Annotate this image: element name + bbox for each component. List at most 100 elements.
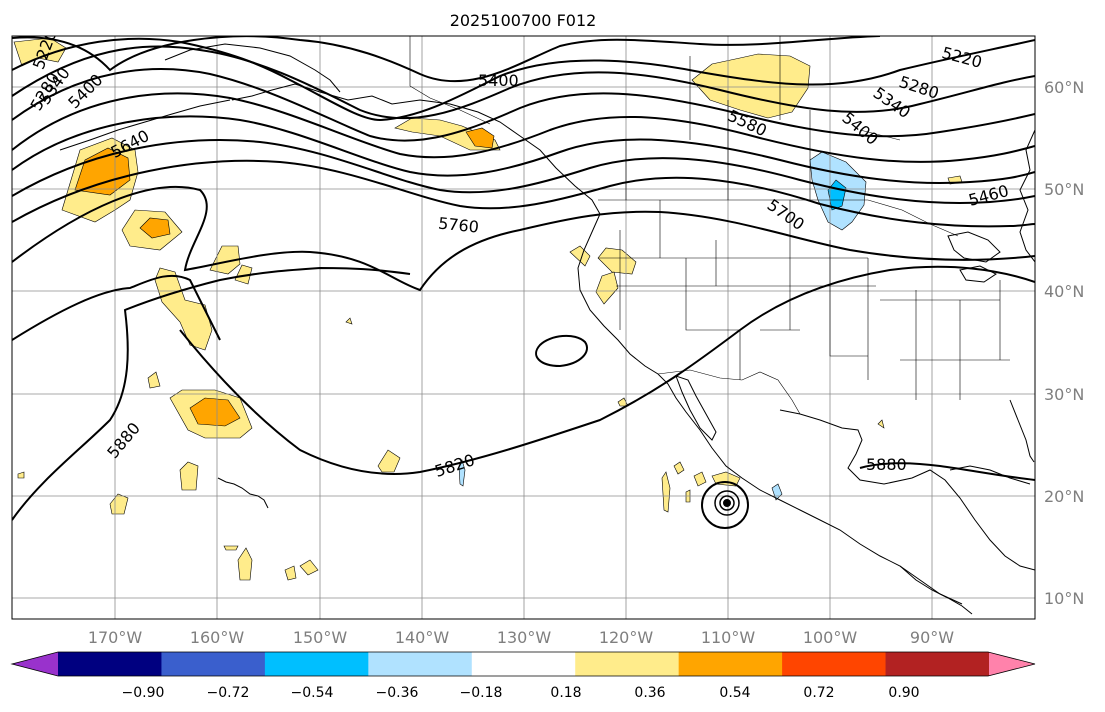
lat-label: 50°N [1044,180,1084,199]
contour-line [12,115,1035,184]
colorbar-tick: 0.18 [550,685,581,701]
colorbar-tick: −0.54 [291,685,334,701]
lon-label: 140°W [395,628,450,647]
longitude-labels: 170°W 160°W 150°W 140°W 130°W 120°W 110°… [88,628,954,647]
contour-line [12,92,1035,163]
central-america [899,565,973,615]
lat-label: 20°N [1044,487,1084,506]
shade-region [154,267,213,351]
colorbar-swatch [368,652,473,676]
shade-region [345,317,353,325]
contour-line [179,265,1035,475]
lon-label: 160°W [190,628,245,647]
lat-label: 10°N [1044,589,1084,608]
shade-region [189,397,241,427]
cyclone-contour [714,490,740,516]
contour-line [12,185,1035,292]
us-mexico-border [657,369,801,415]
gulf-coast [779,409,1035,571]
colorbar-extend-low [12,652,58,676]
shade-region [237,547,253,581]
cyclone-contour [719,495,735,511]
canada-province-borders [625,36,901,200]
hawaii-islands [217,477,269,509]
colorbar-extend-high [989,652,1035,676]
great-lakes [947,231,1001,283]
contour-label: 5760 [437,214,479,237]
coastlines [59,43,1035,615]
contour-line [12,266,411,521]
shade-region [597,247,637,275]
contour-line [12,159,1035,228]
map-frame [11,35,1036,620]
colorbar-outline [10,651,1036,677]
colorbar-swatch [58,652,162,676]
colorbar-tick-labels: −0.90 −0.72 −0.54 −0.36 −0.18 0.18 0.36 … [122,685,920,701]
shade-region [691,53,811,119]
shade-region [17,471,25,479]
shade-region [179,461,199,491]
shade-region [284,565,297,581]
shade-region [458,459,466,487]
map-panel: 5400 5220 5280 5340 5400 5460 5580 5640 … [12,36,1035,619]
colorbar-swatch [782,652,887,676]
lat-label: 40°N [1044,282,1084,301]
shade-region [693,471,707,487]
east-coast [1019,129,1035,263]
shade-region [673,461,685,475]
contour-line [12,37,1035,122]
shade-region [299,559,319,576]
contour-line [12,45,1035,120]
shade-region [74,147,131,196]
shade-region [234,264,253,285]
lon-label: 90°W [910,628,954,647]
contour-line [535,334,588,368]
colorbar-tick: −0.36 [376,685,419,701]
colorbar-swatch [161,652,266,676]
colorbar-swatch [264,652,369,676]
colorbar-tick: −0.72 [207,685,250,701]
lon-label: 170°W [88,628,143,647]
colorbar: −0.90 −0.72 −0.54 −0.36 −0.18 0.18 0.36 … [10,651,1036,701]
height-contours [12,36,1035,529]
cyclone-contour [723,499,731,507]
lon-label: 100°W [803,628,858,647]
latitude-labels: 60°N 50°N 40°N 30°N 20°N 10°N [1044,78,1084,608]
colorbar-tick: 0.72 [803,685,834,701]
colorbar-swatches [12,652,1035,676]
lat-label: 30°N [1044,385,1084,404]
contour-line [12,274,221,341]
contour-line [859,462,1035,481]
colorbar-swatch [885,652,990,676]
contour-line [12,36,881,83]
lat-label: 60°N [1044,78,1084,97]
contour-label: 5880 [866,455,907,474]
colorbar-tick: −0.90 [122,685,165,701]
colorbar-swatch [575,652,680,676]
shade-region [465,127,495,149]
shaded-regions [13,37,963,581]
lon-label: 110°W [701,628,756,647]
map-title: 2025100700 F012 [450,11,597,30]
shade-region [139,217,171,239]
colorbar-tick: 0.54 [719,685,750,701]
lon-label: 130°W [497,628,552,647]
shade-region [147,371,161,389]
contour-label: 5400 [478,71,519,90]
lon-label: 120°W [599,628,654,647]
baja-california [675,375,717,441]
north-america-west-coast [577,213,963,605]
cuba [949,465,1031,485]
aleutian-chain [59,99,231,151]
shade-region [661,471,671,513]
shade-region [877,419,885,429]
state-borders [598,200,1010,400]
colorbar-swatch [471,652,576,676]
florida [1009,399,1035,463]
shade-region [209,245,241,275]
contour-line [12,139,1035,204]
lon-label: 150°W [293,628,348,647]
colorbar-tick: 0.90 [888,685,919,701]
colorbar-tick: 0.36 [634,685,665,701]
